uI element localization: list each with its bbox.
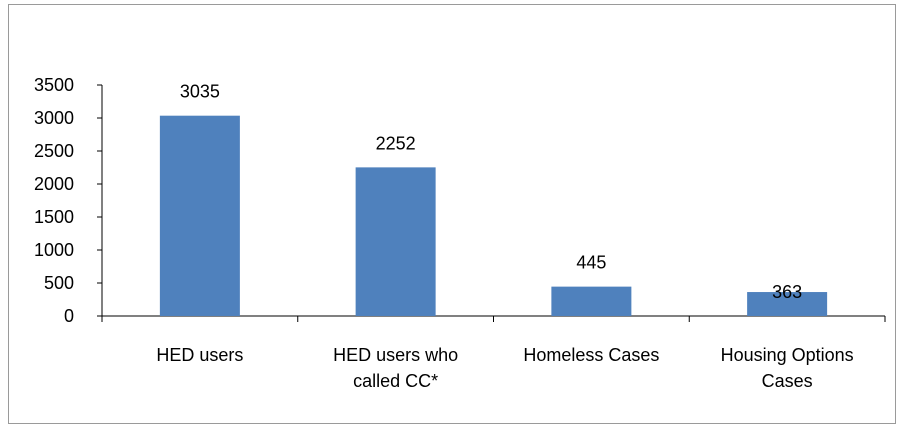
y-tick-label: 0: [64, 306, 74, 326]
y-tick-label: 500: [44, 273, 74, 293]
bar-chart: 0 500 1000 1500 2000 2500 3000 3500 3035 HED user…: [34, 75, 886, 391]
x-category-label: Cases: [762, 371, 813, 391]
x-category-label: HED users who: [333, 345, 458, 365]
data-label: 2252: [376, 133, 416, 153]
bar: [159, 115, 240, 316]
y-tick-label: 1000: [34, 240, 74, 260]
data-label: 363: [772, 282, 802, 302]
x-category-label: called CC*: [353, 371, 438, 391]
data-label: 445: [576, 253, 606, 273]
y-tick-label: 2500: [34, 141, 74, 161]
chart-frame: [8, 4, 896, 424]
y-tick-label: 1500: [34, 207, 74, 227]
bar: [551, 286, 632, 316]
x-category-label: HED users: [156, 345, 243, 365]
x-category-label: Housing Options: [721, 345, 854, 365]
data-label: 3035: [180, 82, 220, 102]
y-tick-label: 2000: [34, 174, 74, 194]
bar: [355, 167, 436, 316]
bar: [747, 292, 828, 316]
y-tick-label: 3000: [34, 108, 74, 128]
y-tick-label: 3500: [34, 75, 74, 95]
x-category-label: Homeless Cases: [523, 345, 659, 365]
